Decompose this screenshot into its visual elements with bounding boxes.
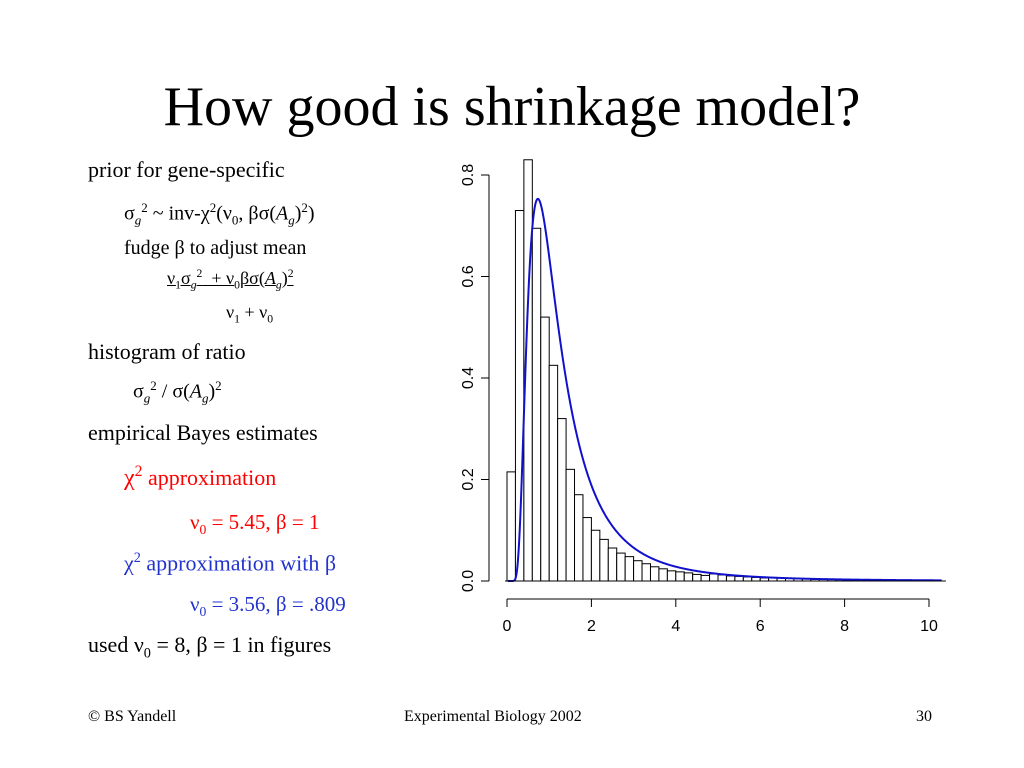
histogram-bar <box>717 574 727 582</box>
chi-approx-line: χ2 approximation <box>124 463 277 491</box>
histogram-bar <box>675 571 685 582</box>
x-tick-label: 8 <box>840 618 849 635</box>
histogram-bar <box>540 316 550 582</box>
chi-approx-label: approximation <box>147 465 277 490</box>
chi-approx-beta-label: approximation with β <box>146 550 337 576</box>
y-tick-label: 0.6 <box>460 265 477 287</box>
y-tick-label: 0.8 <box>460 164 477 186</box>
x-tick-label: 2 <box>587 618 596 635</box>
y-tick-label: 0.2 <box>460 468 477 490</box>
estimate-1: ν0 = 5.45, β = 1 <box>190 510 320 538</box>
page-title: How good is shrinkage model? <box>163 76 861 138</box>
x-tick-label: 0 <box>503 618 512 635</box>
formula-ratio: σg2 / σ(Ag)2 <box>133 378 222 406</box>
x-tick-label: 6 <box>756 618 765 635</box>
x-tick-label: 4 <box>671 618 680 635</box>
histogram-bar <box>683 572 694 582</box>
used-prefix: used ν <box>88 632 144 657</box>
footer-copyright: © BS Yandell <box>88 708 177 725</box>
histogram-bar <box>599 538 609 582</box>
histogram-bar <box>582 517 592 582</box>
estimate-1-text: = 5.45, β = 1 <box>211 510 320 534</box>
histogram-bar <box>700 574 711 582</box>
histogram-bar <box>725 575 736 582</box>
histogram-bar <box>751 576 761 582</box>
histogram-bar <box>742 576 753 582</box>
estimate-2: ν0 = 3.56, β = .809 <box>190 592 346 620</box>
bullet-histogram: histogram of ratio <box>88 339 246 364</box>
histogram-bar <box>590 529 601 582</box>
histogram-bar <box>565 468 576 582</box>
histogram-bar <box>666 570 677 582</box>
bullet-used: used ν0 = 8, β = 1 in figures <box>88 632 332 662</box>
histogram-bar <box>692 573 702 582</box>
histogram-bar <box>734 575 744 582</box>
histogram-bar <box>548 364 559 582</box>
x-tick-label: 10 <box>920 618 938 635</box>
histogram-bar <box>506 471 516 582</box>
histogram-bar <box>658 568 668 582</box>
formula-prior: σg2 ~ inv-χ2(ν0, βσ(Ag)2) <box>124 200 315 228</box>
formula-denominator: ν1 + ν0 <box>226 302 274 326</box>
chi-approx-beta-line: χ2 approximation with β <box>124 550 337 576</box>
histogram-bar <box>607 547 618 582</box>
y-tick-label: 0.4 <box>460 367 477 389</box>
footer-center: Experimental Biology 2002 <box>404 708 582 725</box>
formula-numerator: ν1σg2 + ν0βσ(Ag)2 <box>167 267 294 292</box>
histogram-bar <box>649 566 660 582</box>
footer-page-number: 30 <box>916 708 932 725</box>
histogram-bar <box>633 560 643 582</box>
histogram-bar <box>531 227 542 582</box>
density-curve <box>507 197 942 582</box>
used-suffix: = 8, β = 1 in figures <box>156 632 332 657</box>
estimate-2-text: = 3.56, β = .809 <box>211 592 346 616</box>
histogram-bar <box>557 418 567 582</box>
bullet-empirical: empirical Bayes estimates <box>88 420 318 445</box>
histogram-bar <box>574 494 584 582</box>
histogram-bar <box>616 552 626 582</box>
histogram-bar <box>641 563 651 582</box>
histogram-bar <box>624 556 635 582</box>
histogram-bar <box>709 573 719 582</box>
bullet-prior: prior for gene-specific <box>88 157 285 182</box>
bullet-fudge: fudge β to adjust mean <box>124 237 307 259</box>
y-tick-label: 0.0 <box>460 570 477 592</box>
